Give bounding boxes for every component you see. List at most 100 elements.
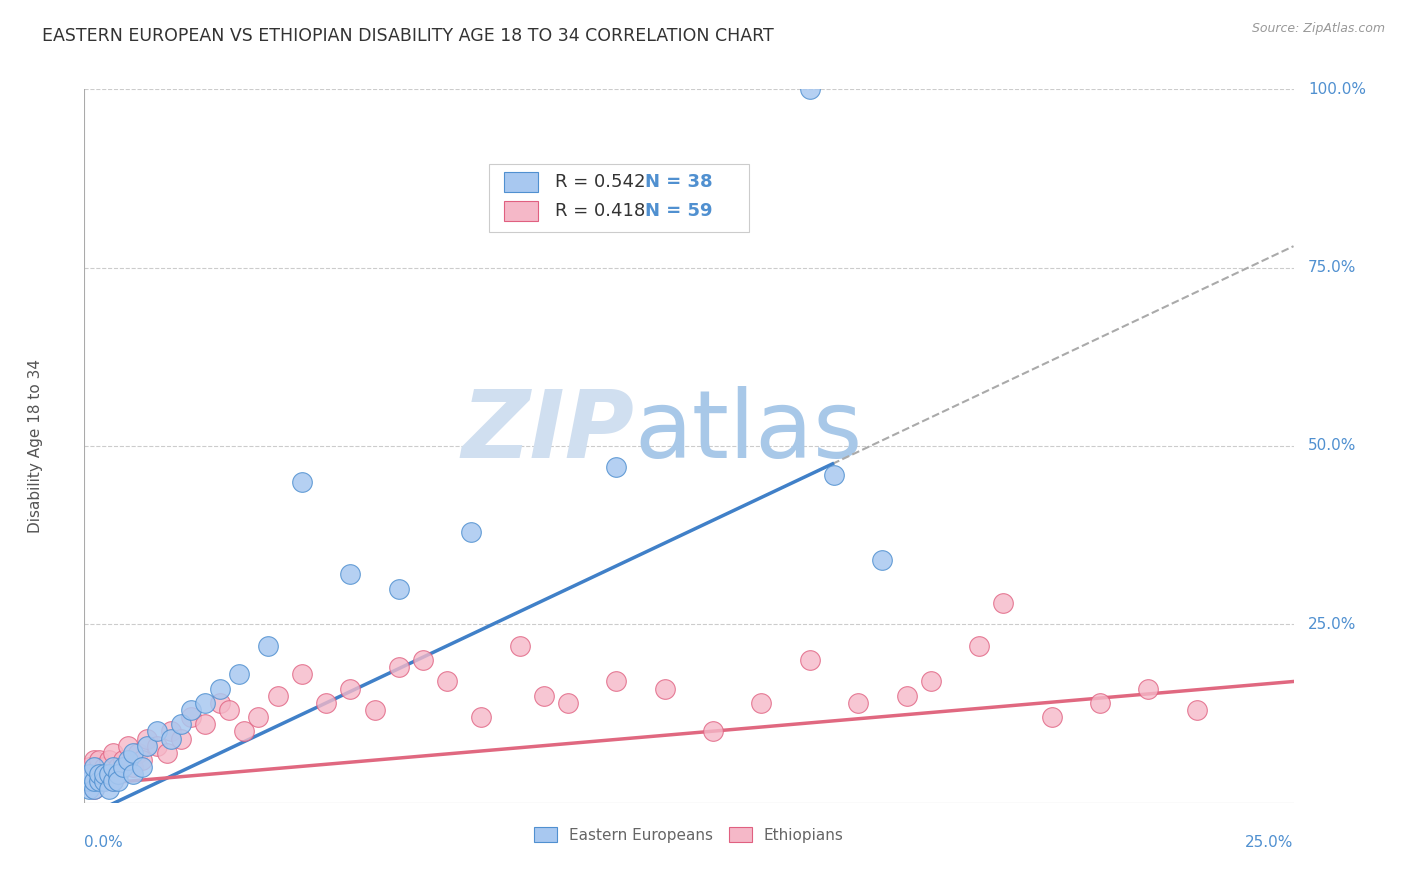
- Point: [112, 760, 135, 774]
- Text: 25.0%: 25.0%: [1246, 835, 1294, 850]
- Text: N = 38: N = 38: [645, 173, 713, 191]
- Point: [208, 696, 231, 710]
- Point: [93, 774, 115, 789]
- Point: [107, 767, 129, 781]
- Point: [136, 739, 159, 753]
- Point: [233, 724, 256, 739]
- Point: [93, 774, 115, 789]
- Point: [967, 639, 990, 653]
- Point: [509, 639, 531, 653]
- Point: [103, 746, 125, 760]
- Point: [228, 667, 250, 681]
- Point: [97, 767, 120, 781]
- Text: ZIP: ZIP: [461, 385, 634, 478]
- Point: [1040, 710, 1063, 724]
- Point: [77, 774, 100, 789]
- Point: [131, 760, 153, 774]
- Point: [121, 760, 143, 774]
- Text: 100.0%: 100.0%: [1308, 82, 1367, 96]
- Point: [87, 774, 110, 789]
- Point: [180, 703, 202, 717]
- Point: [388, 660, 411, 674]
- Point: [97, 781, 120, 796]
- Point: [146, 724, 169, 739]
- Point: [103, 760, 125, 774]
- Point: [83, 760, 105, 774]
- Point: [460, 524, 482, 539]
- Point: [93, 767, 115, 781]
- Point: [117, 753, 139, 767]
- Text: 50.0%: 50.0%: [1308, 439, 1357, 453]
- Point: [339, 681, 361, 696]
- Point: [291, 667, 314, 681]
- FancyBboxPatch shape: [503, 201, 538, 220]
- Point: [180, 710, 202, 724]
- Point: [1088, 696, 1111, 710]
- Point: [605, 460, 627, 475]
- Point: [97, 753, 120, 767]
- Point: [107, 760, 129, 774]
- Point: [87, 767, 110, 781]
- Point: [799, 653, 821, 667]
- Point: [605, 674, 627, 689]
- Point: [155, 746, 177, 760]
- Point: [83, 767, 105, 781]
- Point: [107, 767, 129, 781]
- Point: [83, 781, 105, 796]
- Point: [87, 760, 110, 774]
- Point: [208, 681, 231, 696]
- Point: [557, 696, 579, 710]
- Point: [87, 753, 110, 767]
- Point: [470, 710, 492, 724]
- Text: Source: ZipAtlas.com: Source: ZipAtlas.com: [1251, 22, 1385, 36]
- Point: [117, 739, 139, 753]
- Legend: Eastern Europeans, Ethiopians: Eastern Europeans, Ethiopians: [529, 821, 849, 848]
- Point: [436, 674, 458, 689]
- Point: [363, 703, 385, 717]
- Point: [751, 696, 773, 710]
- Point: [107, 774, 129, 789]
- Point: [1137, 681, 1160, 696]
- Point: [146, 739, 169, 753]
- Text: R = 0.542: R = 0.542: [555, 173, 645, 191]
- FancyBboxPatch shape: [503, 172, 538, 192]
- Point: [194, 696, 217, 710]
- Point: [87, 774, 110, 789]
- Point: [160, 724, 183, 739]
- Text: N = 59: N = 59: [645, 202, 713, 219]
- Point: [121, 746, 143, 760]
- Point: [702, 724, 724, 739]
- Point: [83, 781, 105, 796]
- Text: atlas: atlas: [634, 385, 863, 478]
- Text: R = 0.418: R = 0.418: [555, 202, 645, 219]
- Point: [920, 674, 942, 689]
- Point: [77, 767, 100, 781]
- Point: [315, 696, 337, 710]
- Point: [896, 689, 918, 703]
- Point: [1185, 703, 1208, 717]
- Text: Disability Age 18 to 34: Disability Age 18 to 34: [28, 359, 44, 533]
- Point: [83, 753, 105, 767]
- Point: [170, 717, 193, 731]
- Point: [872, 553, 894, 567]
- Point: [993, 596, 1015, 610]
- Point: [77, 774, 100, 789]
- Point: [823, 467, 845, 482]
- Point: [388, 582, 411, 596]
- Point: [112, 753, 135, 767]
- Point: [257, 639, 280, 653]
- Point: [121, 767, 143, 781]
- Point: [291, 475, 314, 489]
- Point: [77, 767, 100, 781]
- Point: [533, 689, 555, 703]
- Point: [131, 753, 153, 767]
- Text: EASTERN EUROPEAN VS ETHIOPIAN DISABILITY AGE 18 TO 34 CORRELATION CHART: EASTERN EUROPEAN VS ETHIOPIAN DISABILITY…: [42, 27, 773, 45]
- Point: [846, 696, 869, 710]
- Point: [93, 760, 115, 774]
- Point: [412, 653, 434, 667]
- Point: [77, 781, 100, 796]
- Point: [77, 760, 100, 774]
- Point: [103, 774, 125, 789]
- Point: [83, 774, 105, 789]
- Point: [97, 767, 120, 781]
